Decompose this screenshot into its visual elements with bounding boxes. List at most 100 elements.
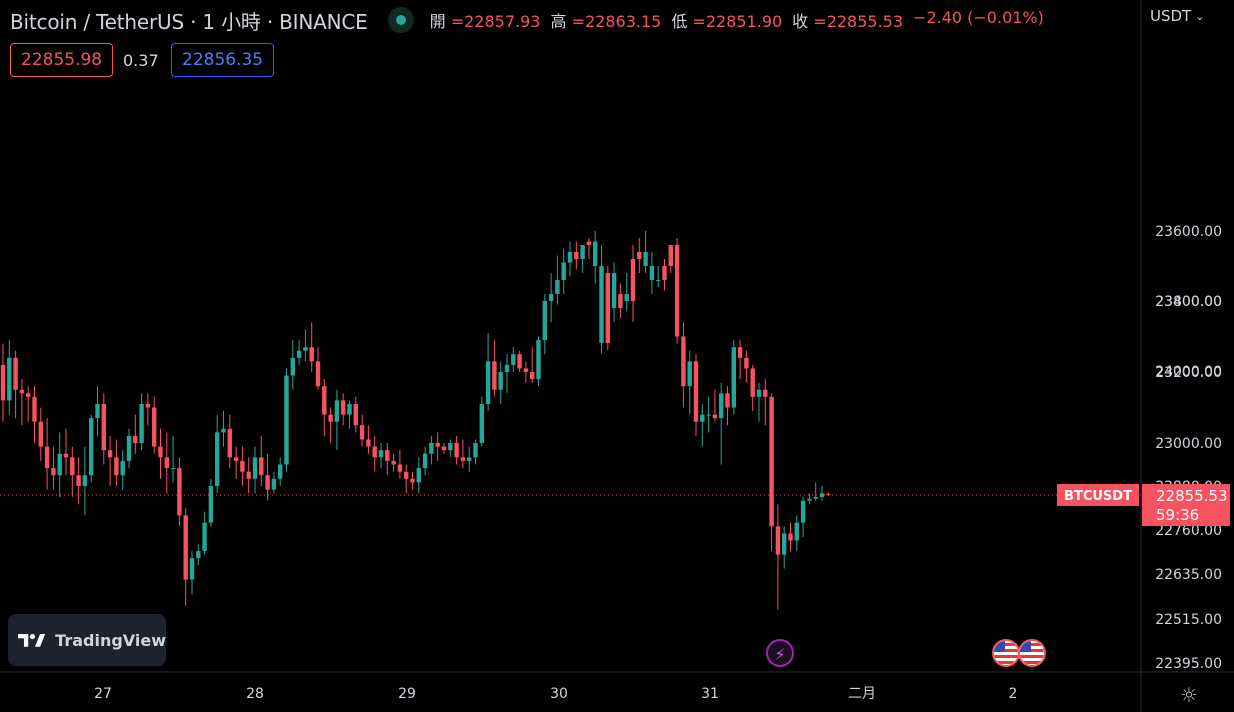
open-value: =22857.93 — [450, 12, 541, 31]
candle-body — [359, 425, 365, 440]
candle-body — [586, 241, 592, 245]
time-tick-label: 31 — [701, 686, 719, 702]
us-flag-icon[interactable] — [992, 639, 1020, 667]
candle-body — [353, 403, 358, 426]
candle-body — [70, 457, 75, 476]
candle-body — [687, 361, 692, 387]
candle-body — [813, 497, 818, 499]
candle-body — [51, 468, 56, 476]
candle-body — [89, 418, 94, 476]
candle-body — [731, 347, 736, 408]
candle-body — [133, 435, 138, 443]
time-axis[interactable]: 27 28 29 30 31 二月 2 — [94, 686, 1017, 702]
time-tick-label: 30 — [550, 686, 568, 702]
time-tick-label: 2 — [1009, 686, 1018, 702]
us-flag-icon[interactable] — [1018, 639, 1046, 667]
candle-body — [618, 294, 623, 308]
candle-body — [574, 252, 579, 259]
candle-body — [649, 266, 655, 280]
candle-body — [473, 443, 478, 458]
candle-body — [347, 403, 352, 415]
candle-body — [303, 347, 308, 351]
candle-body — [139, 403, 144, 443]
candle-body — [725, 393, 730, 408]
candle-body — [246, 471, 251, 479]
symbol-tag: BTCUSDT — [1064, 489, 1132, 504]
candle-body — [712, 414, 718, 419]
candle-body — [643, 252, 648, 266]
candle-body — [763, 389, 768, 397]
candle-body — [366, 439, 371, 447]
candle-body — [674, 245, 680, 337]
currency-label: USDT — [1150, 7, 1192, 25]
tradingview-logo[interactable]: TradingView — [8, 614, 166, 666]
candle-body — [756, 389, 762, 397]
market-status-icon[interactable] — [387, 7, 414, 33]
price-tick-label: 22515.00 — [1155, 612, 1222, 628]
candle-body — [322, 386, 327, 415]
candle-body — [517, 354, 522, 369]
candle-body — [259, 457, 264, 476]
candle-body — [170, 468, 176, 470]
candle-body — [271, 478, 277, 490]
low-value: =22851.90 — [692, 12, 783, 31]
candle-body — [807, 498, 812, 501]
candle-body — [511, 354, 516, 365]
candle-body — [240, 460, 245, 472]
candle-body — [599, 266, 604, 343]
candle-body — [662, 266, 667, 280]
candle-body — [744, 357, 749, 369]
candle-body — [284, 375, 289, 465]
candle-body — [498, 372, 503, 390]
currency-selector[interactable]: USDT ⌄ — [1150, 4, 1230, 28]
chart-legend: Bitcoin / TetherUS · 1 小時 · BINANCE 開 =2… — [10, 6, 1044, 34]
price-tick-label: 23400.00 — [1155, 294, 1222, 310]
candle-body — [227, 428, 232, 458]
candle-body — [410, 478, 415, 483]
candle-body — [630, 259, 636, 301]
candle-body — [63, 453, 69, 458]
tradingview-wordmark: TradingView — [55, 630, 166, 650]
candle-body — [624, 294, 629, 301]
theme-toggle-icon[interactable]: ☼ — [1180, 683, 1198, 707]
candle-body — [233, 457, 239, 461]
candle-body — [202, 522, 207, 552]
candle-body — [548, 294, 554, 301]
candle-body — [341, 400, 346, 415]
open-label: 開 — [429, 12, 446, 31]
candle-body — [593, 241, 598, 266]
candle-body — [429, 443, 434, 454]
lightning-icon[interactable]: ⚡ — [766, 639, 794, 667]
sell-price-button[interactable]: 22855.98 — [10, 43, 114, 77]
candle-body — [101, 403, 106, 451]
candle-body — [19, 389, 25, 394]
time-tick-label: 二月 — [848, 686, 876, 702]
candle-body — [681, 336, 686, 387]
candle-body — [737, 347, 743, 358]
candle-body — [637, 252, 642, 259]
symbol-title[interactable]: Bitcoin / TetherUS · 1 小時 · BINANCE — [10, 9, 368, 34]
candle-body — [391, 460, 396, 465]
candle-body — [26, 393, 31, 397]
price-axis[interactable]: 24000.00 23800.00 23600.00 23400.00 23200.00… — [1155, 224, 1222, 672]
candle-body — [706, 414, 711, 416]
candle-body — [542, 301, 547, 341]
candle-body — [385, 450, 390, 461]
candle-body — [221, 428, 226, 433]
candle-body — [290, 357, 295, 376]
candle-body — [536, 340, 541, 380]
candle-body — [467, 457, 472, 461]
candle-body — [561, 262, 566, 280]
candles-group — [0, 231, 831, 610]
candle-body — [208, 486, 214, 523]
candle-body — [422, 453, 428, 469]
candle-body — [454, 443, 459, 458]
close-label: 收 — [792, 12, 809, 31]
candle-body — [397, 464, 403, 472]
candle-body — [252, 457, 258, 479]
candle-body — [693, 361, 699, 422]
candle-body — [435, 443, 440, 447]
buy-price-button[interactable]: 22856.35 — [171, 43, 275, 77]
candle-body — [668, 245, 673, 266]
